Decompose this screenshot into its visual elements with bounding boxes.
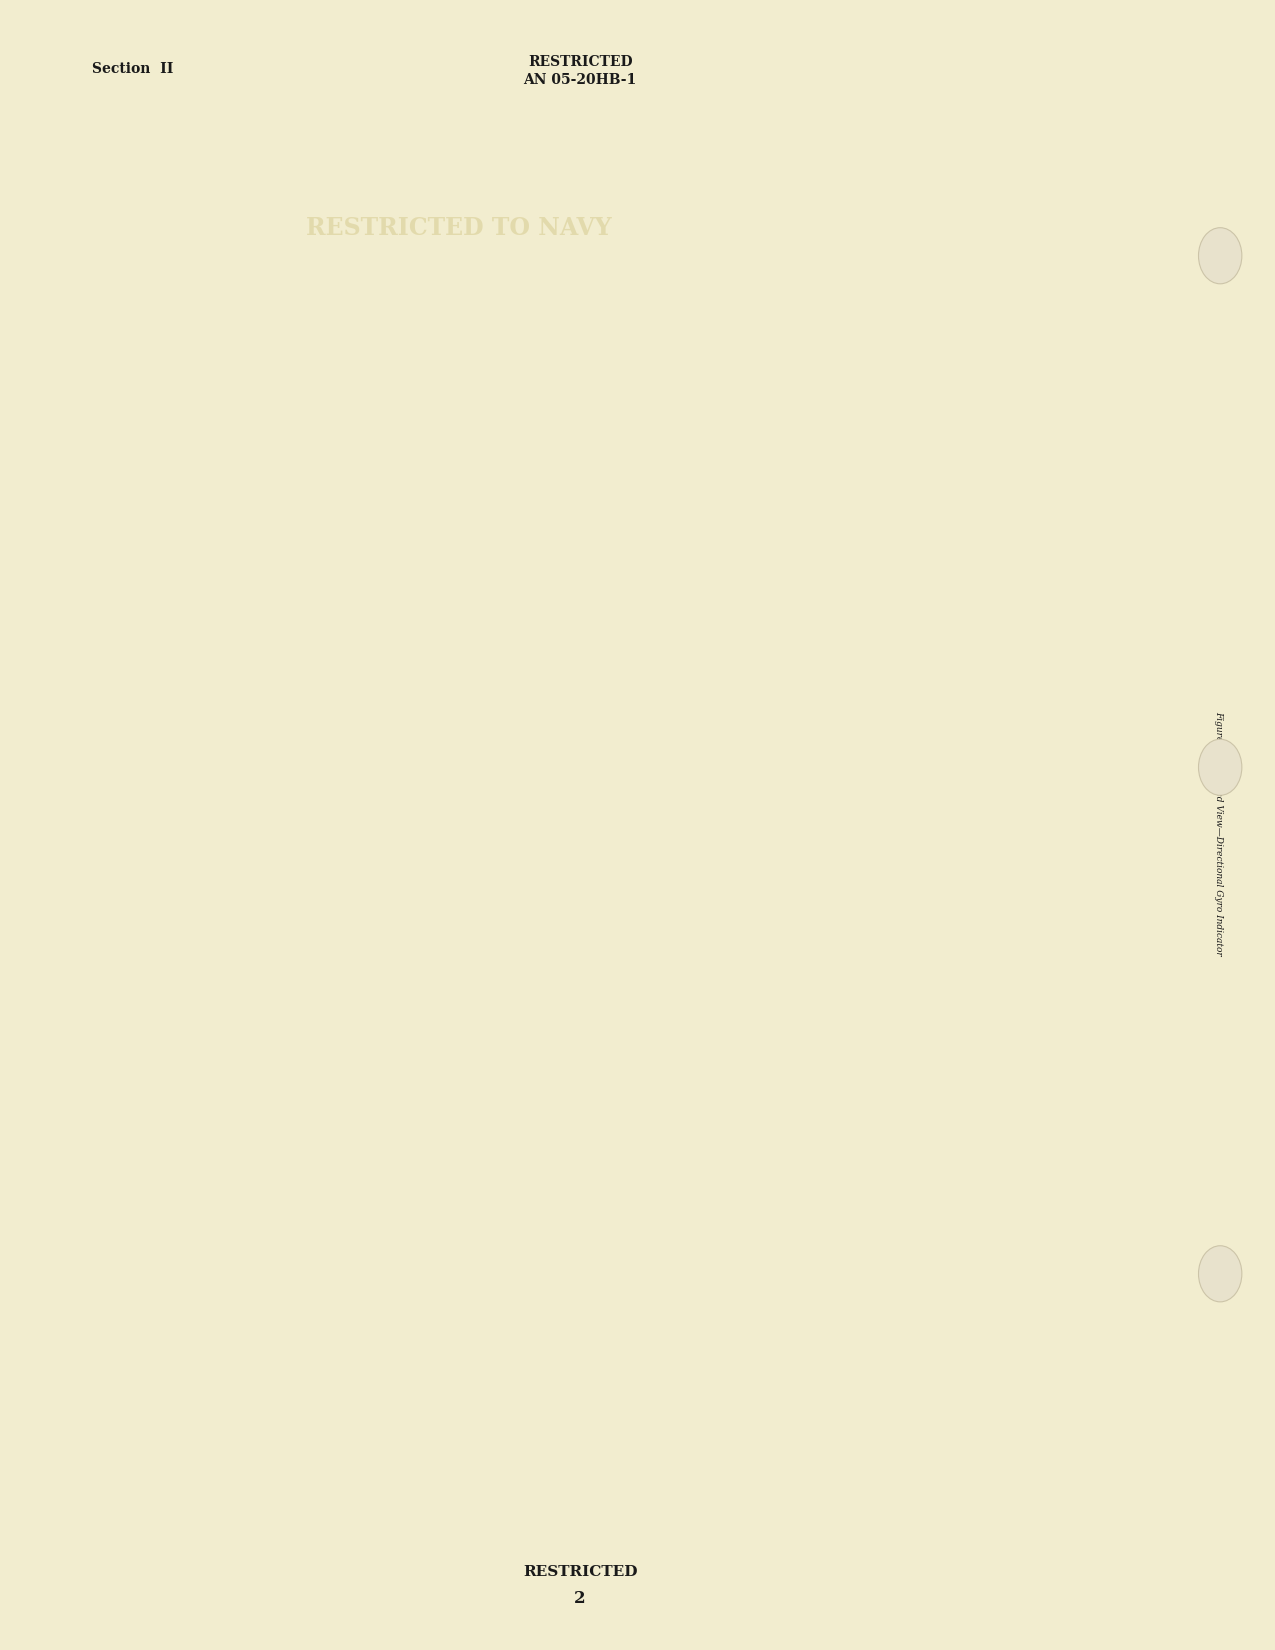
Text: Section  II: Section II (92, 61, 173, 76)
Circle shape (1198, 1246, 1242, 1302)
Text: RESTRICTED TO NAVY: RESTRICTED TO NAVY (306, 216, 612, 239)
Text: AN 05-20HB-1: AN 05-20HB-1 (524, 73, 636, 87)
Text: RESTRICTED: RESTRICTED (528, 54, 632, 69)
Text: RESTRICTED: RESTRICTED (523, 1566, 638, 1579)
Text: 2: 2 (574, 1591, 586, 1607)
Text: Figure 1—Exploded View—Directional Gyro Indicator: Figure 1—Exploded View—Directional Gyro … (1214, 711, 1224, 955)
Circle shape (1198, 739, 1242, 795)
Circle shape (1198, 228, 1242, 284)
